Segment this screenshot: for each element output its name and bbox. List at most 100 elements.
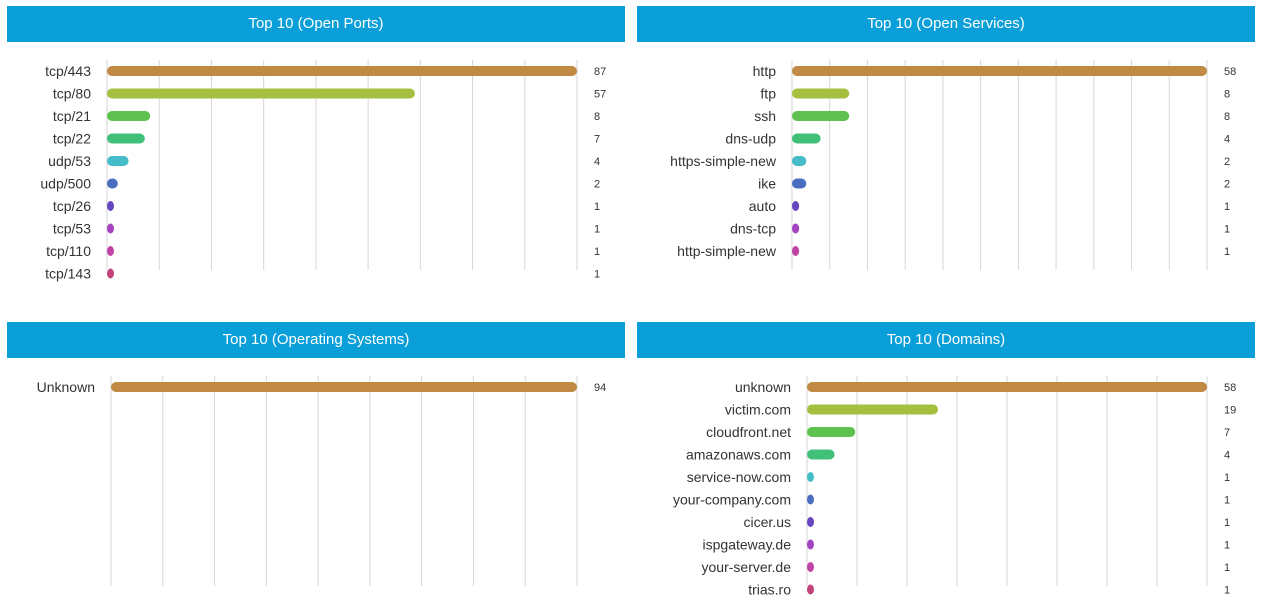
value-label: 2 (1224, 156, 1230, 168)
bar[interactable] (792, 156, 807, 166)
category-label: amazonaws.com (686, 447, 791, 463)
bar[interactable] (807, 517, 814, 527)
bar[interactable] (107, 178, 118, 189)
bar[interactable] (792, 88, 850, 99)
value-label: 57 (594, 89, 606, 101)
value-label: 1 (1224, 246, 1230, 258)
value-label: 7 (1224, 427, 1230, 439)
category-label: dns-udp (725, 131, 776, 147)
chart-title: Top 10 (Open Ports) (7, 6, 625, 42)
value-label: 1 (1224, 517, 1230, 529)
value-label: 7 (594, 134, 600, 146)
category-label: victim.com (725, 402, 791, 418)
value-label: 87 (594, 66, 606, 78)
category-label: udp/500 (40, 176, 91, 192)
category-label: dns-tcp (730, 221, 776, 237)
category-label: ispgateway.de (703, 537, 792, 553)
value-label: 1 (1224, 224, 1230, 236)
chart-area: Unknown 94 (7, 358, 625, 608)
chart-area: unknown 58 victim.com 19 cloudfront.net 7 amaz… (637, 358, 1255, 608)
category-label: tcp/110 (46, 243, 91, 259)
bar[interactable] (107, 223, 114, 234)
bar[interactable] (107, 246, 114, 256)
value-label: 2 (1224, 179, 1230, 191)
value-label: 1 (594, 201, 600, 213)
value-label: 1 (1224, 495, 1230, 507)
category-label: cicer.us (744, 514, 791, 530)
value-label: 1 (1224, 472, 1230, 484)
chart-title: Top 10 (Domains) (637, 322, 1255, 358)
chart-area: http 58 ftp 8 ssh 8 dns-udp 4 https-simple-new 2 i… (637, 42, 1255, 292)
bar[interactable] (107, 66, 577, 76)
bar[interactable] (107, 156, 129, 166)
value-label: 4 (594, 156, 600, 168)
category-label: service-now.com (687, 469, 791, 485)
bar[interactable] (107, 111, 151, 121)
bar-chart-operating-systems: Unknown 94 (37, 376, 606, 586)
bar[interactable] (111, 382, 577, 392)
bar[interactable] (792, 66, 1207, 76)
chart-panel-open-ports: Top 10 (Open Ports) tcp/443 87 tcp/80 57 tcp… (7, 6, 625, 292)
chart-title: Top 10 (Operating Systems) (7, 322, 625, 358)
chart-title: Top 10 (Open Services) (637, 6, 1255, 42)
category-label: udp/53 (48, 153, 91, 169)
bar-chart-open-services: http 58 ftp 8 ssh 8 dns-udp 4 https-simple-new 2 i… (670, 60, 1236, 270)
value-label: 1 (1224, 562, 1230, 574)
bar[interactable] (807, 404, 939, 415)
category-label: tcp/143 (45, 266, 91, 282)
bar[interactable] (807, 494, 814, 505)
category-label: your-company.com (673, 492, 791, 508)
category-label: http-simple-new (677, 243, 777, 259)
bar[interactable] (107, 133, 145, 144)
category-label: tcp/22 (53, 131, 91, 147)
value-label: 1 (1224, 585, 1230, 597)
bar[interactable] (807, 562, 814, 572)
category-label: cloudfront.net (706, 424, 791, 440)
bar[interactable] (807, 539, 814, 550)
bar[interactable] (807, 382, 1207, 392)
category-label: ike (758, 176, 776, 192)
value-label: 94 (594, 382, 606, 394)
value-label: 1 (594, 269, 600, 281)
bar[interactable] (792, 223, 800, 234)
bar[interactable] (807, 584, 814, 595)
category-label: auto (749, 198, 776, 214)
bar[interactable] (792, 246, 800, 256)
chart-panel-operating-systems: Top 10 (Operating Systems) Unknown 94 (7, 322, 625, 608)
value-label: 58 (1224, 382, 1236, 394)
category-label: https-simple-new (670, 153, 777, 169)
value-label: 8 (1224, 111, 1230, 123)
category-label: tcp/443 (45, 63, 91, 79)
bar[interactable] (107, 268, 114, 279)
bar[interactable] (792, 201, 800, 211)
bar[interactable] (792, 178, 807, 189)
value-label: 4 (1224, 134, 1230, 146)
bar[interactable] (792, 111, 850, 121)
value-label: 1 (594, 246, 600, 258)
bar[interactable] (807, 449, 835, 460)
value-label: 4 (1224, 450, 1230, 462)
category-label: trias.ro (748, 582, 791, 598)
bar[interactable] (107, 201, 114, 211)
value-label: 1 (1224, 540, 1230, 552)
category-label: tcp/26 (53, 198, 91, 214)
category-label: tcp/80 (53, 86, 91, 102)
category-label: tcp/21 (53, 108, 91, 124)
category-label: tcp/53 (53, 221, 91, 237)
bar[interactable] (807, 427, 856, 437)
bar[interactable] (807, 472, 814, 482)
value-label: 58 (1224, 66, 1236, 78)
value-label: 1 (1224, 201, 1230, 213)
bar-chart-domains: unknown 58 victim.com 19 cloudfront.net 7 amaz… (673, 376, 1236, 598)
bar[interactable] (107, 88, 415, 99)
bar[interactable] (792, 133, 821, 144)
gridlines (110, 376, 578, 586)
category-label: ftp (760, 86, 776, 102)
gridlines (791, 60, 1208, 270)
chart-panel-domains: Top 10 (Domains) unknown 58 victim.com 19 cl… (637, 322, 1255, 608)
value-label: 2 (594, 179, 600, 191)
category-label: http (753, 63, 777, 79)
category-label: Unknown (37, 379, 95, 395)
value-label: 8 (594, 111, 600, 123)
chart-panel-open-services: Top 10 (Open Services) http 58 ftp 8 ssh 8 dns… (637, 6, 1255, 292)
